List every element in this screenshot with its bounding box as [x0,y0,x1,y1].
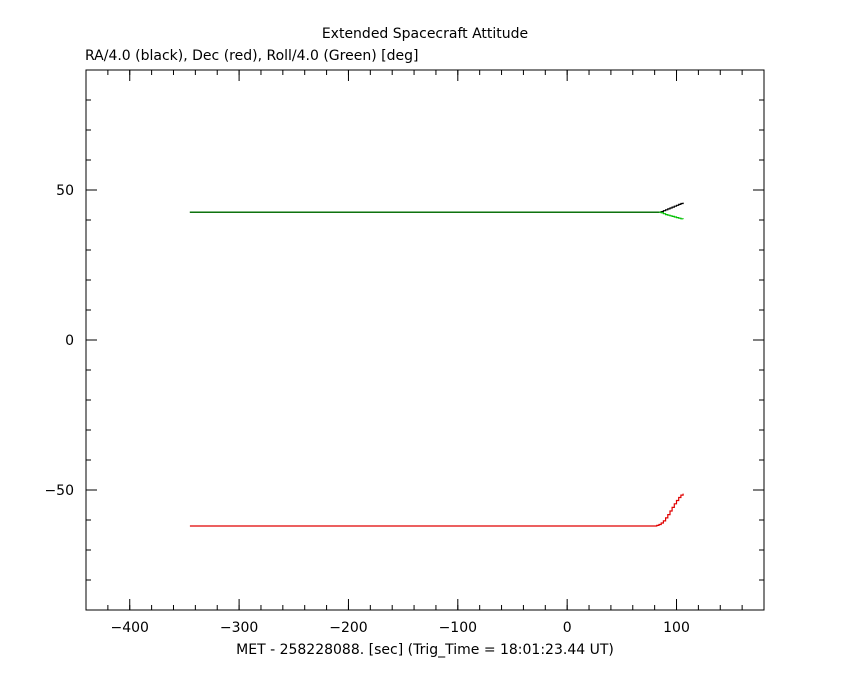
plot-frame [85,69,765,611]
chart-title: Extended Spacecraft Attitude [322,26,528,42]
y-tick-label: 0 [65,333,74,349]
y-tick-label: 50 [56,183,74,199]
series-line-0 [189,202,684,213]
x-axis-label: MET - 258228088. [sec] (Trig_Time = 18:0… [236,642,614,658]
y-tick-label: −50 [44,483,74,499]
chart-subtitle: RA/4.0 (black), Dec (red), Roll/4.0 (Gre… [85,48,418,64]
x-tick-label: −400 [111,620,149,636]
x-tick-label: −200 [329,620,367,636]
x-tick-label: −100 [439,620,477,636]
x-tick-label: −300 [220,620,258,636]
axis-ticks [85,69,765,611]
series-line-1 [189,493,684,527]
x-tick-label: 0 [563,620,572,636]
series-line-2 [189,211,684,220]
x-tick-label: 100 [663,620,690,636]
axis-tick-labels: −400 −300 −200 −100 0 100 −50 0 50 [44,183,689,636]
data-series [189,202,684,527]
